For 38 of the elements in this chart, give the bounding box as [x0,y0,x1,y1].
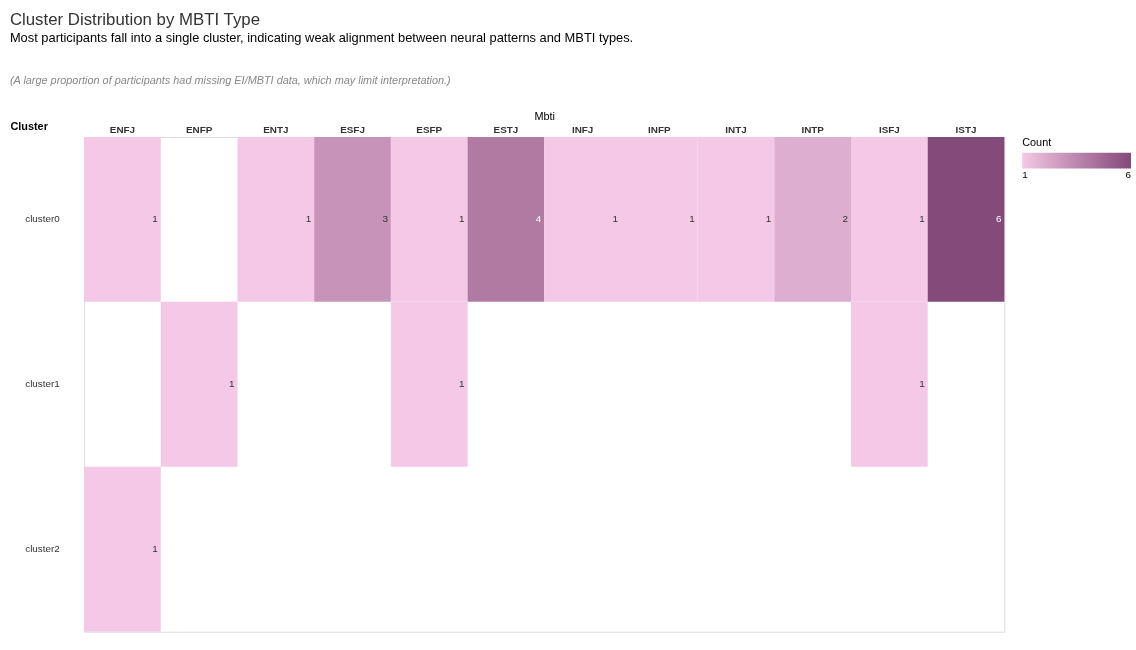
data-label: 1 [305,213,312,225]
x-tick-label: ESFJ [340,124,365,136]
color-bar-label: 1 [1022,169,1029,181]
x-axis-title: Mbti [534,109,556,122]
x-tick-label: ENFP [185,124,213,136]
x-tick-label: ESFP [416,124,443,136]
data-label: 1 [612,213,619,225]
y-axis-title: Cluster [10,119,49,132]
chart-subtitle: Most participants fall into a single cluster, indicating weak alignment between neural patterns and MBTI types. [9,29,634,45]
data-label: 1 [229,378,236,390]
data-label: 1 [689,213,696,225]
y-tick-label: cluster0 [25,213,61,225]
data-label: 2 [842,213,849,225]
x-tick-label: ESTJ [493,124,519,136]
x-tick-label: INFJ [571,124,594,136]
data-label: 3 [382,213,389,225]
y-tick-label: cluster2 [25,543,60,555]
x-tick-label: INTP [801,124,825,136]
data-label: 4 [535,213,542,225]
x-tick-label: ISTJ [955,124,977,136]
x-tick-label: INTJ [725,124,747,136]
data-label: 1 [459,378,466,390]
data-label: 1 [919,213,926,225]
data-label: 1 [152,543,159,555]
color-bar-label: 6 [1125,169,1132,181]
data-label: 1 [765,213,772,225]
data-label: 1 [919,378,926,390]
x-tick-label: ISFJ [878,124,900,136]
data-label: 1 [459,213,466,225]
chart-title: Cluster Distribution by MBTI Type [9,10,260,30]
x-tick-label: ENTJ [263,124,289,136]
text: (A large proportion of participants had missing EI/MBTI data, which may limit interpretation.) [9,74,451,87]
legend-title: Count [1022,135,1052,148]
x-tick-label: ENFJ [109,124,136,136]
data-label: 6 [995,213,1002,225]
x-tick-label: INFP [648,124,671,136]
data-label: 1 [152,213,159,225]
y-tick-label: cluster1 [25,378,61,390]
